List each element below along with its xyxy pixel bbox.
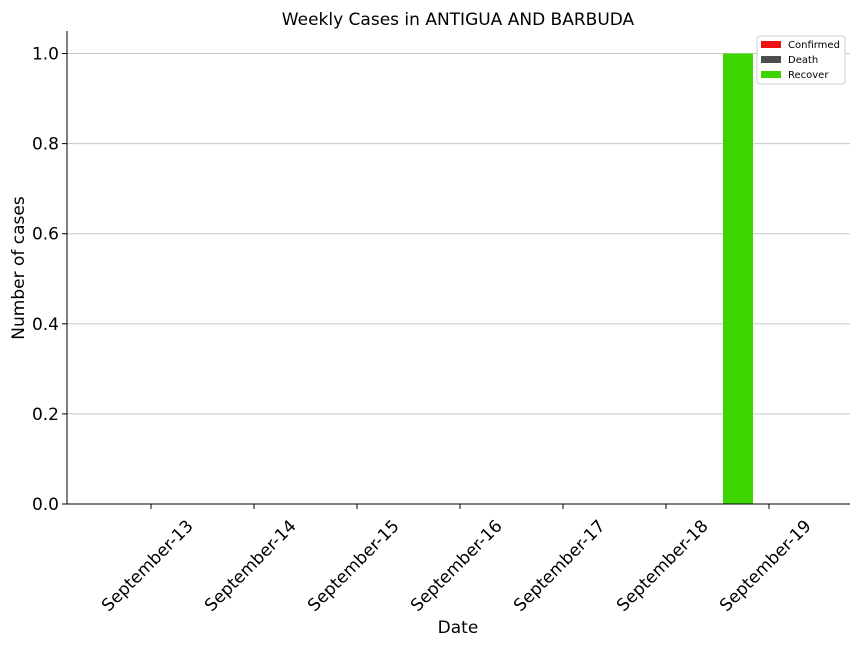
- legend-label-recover: Recover: [788, 70, 829, 81]
- y-tick-label: 0.6: [32, 225, 59, 245]
- legend: Confirmed Death Recover: [756, 35, 846, 85]
- x-tick-label: September-13: [98, 516, 197, 615]
- x-tick-label: September-18: [613, 516, 712, 615]
- legend-swatch-confirmed: [761, 41, 781, 48]
- y-tick-label: 0.8: [32, 135, 59, 155]
- gridlines: [67, 53, 850, 415]
- bars: [723, 53, 753, 505]
- x-axis-label: Date: [438, 618, 479, 638]
- bar-recover-6: [723, 53, 753, 505]
- y-tick-label: 0.2: [32, 405, 59, 425]
- x-tick-label: September-15: [304, 516, 403, 615]
- x-tick-label: September-17: [510, 516, 609, 615]
- legend-label-confirmed: Confirmed: [788, 40, 840, 51]
- x-tick-label: September-16: [407, 516, 506, 615]
- x-tick-label: September-14: [201, 516, 300, 615]
- y-tick-label: 0.4: [32, 315, 59, 335]
- legend-label-death: Death: [788, 55, 818, 66]
- y-tick-label: 1.0: [32, 45, 59, 65]
- x-tick-label: September-19: [716, 516, 815, 615]
- y-ticks: 0.0 0.2 0.4 0.6 0.8 1.0: [32, 45, 67, 515]
- y-tick-label: 0.0: [32, 495, 59, 515]
- axes: [66, 31, 850, 505]
- legend-swatch-recover: [761, 71, 781, 78]
- y-axis-label: Number of cases: [9, 196, 29, 340]
- x-ticks: September-13 September-14 September-15 Sept…: [98, 504, 816, 616]
- chart-title: Weekly Cases in ANTIGUA AND BARBUDA: [282, 10, 635, 30]
- legend-swatch-death: [761, 56, 781, 63]
